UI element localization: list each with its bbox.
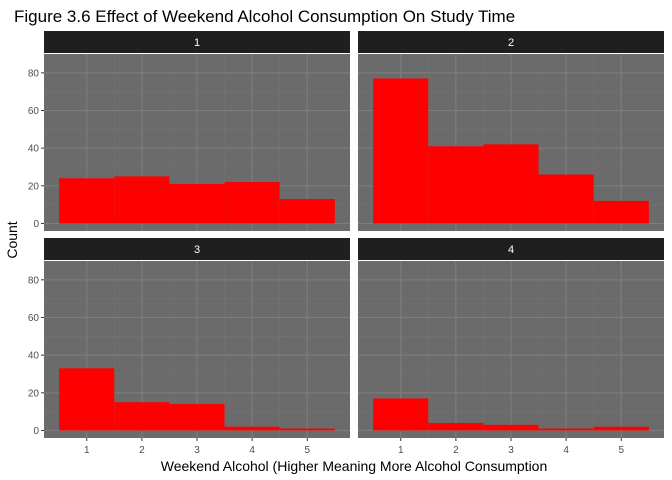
bar bbox=[538, 174, 594, 224]
x-tick-label: 3 bbox=[194, 445, 200, 456]
y-tick-label: 60 bbox=[28, 106, 40, 117]
facet-strip bbox=[358, 238, 664, 260]
y-tick-label: 0 bbox=[33, 426, 39, 437]
bar bbox=[538, 428, 594, 431]
bar bbox=[114, 176, 170, 224]
bar bbox=[428, 422, 484, 431]
x-tick-label: 4 bbox=[249, 445, 255, 456]
bar bbox=[224, 182, 280, 224]
x-tick-label: 2 bbox=[139, 445, 145, 456]
bar bbox=[428, 146, 484, 224]
facet-strip-label: 2 bbox=[508, 37, 514, 49]
facets-layer: 1 0 20 40 60 80 2 3 0 20 40 60 80 1 2 3 4 5 4 1 2 3 4 5 bbox=[28, 31, 664, 456]
x-tick-label: 4 bbox=[563, 445, 569, 456]
facet-strip-label: 3 bbox=[194, 244, 200, 256]
chart-title: Figure 3.6 Effect of Weekend Alcohol Con… bbox=[14, 7, 515, 26]
facet-strip-label: 4 bbox=[508, 244, 514, 256]
y-tick-label: 40 bbox=[28, 351, 40, 362]
bar bbox=[169, 404, 225, 431]
y-tick-label: 40 bbox=[28, 144, 40, 155]
facet-strip bbox=[44, 31, 350, 53]
x-axis-label: Weekend Alcohol (Higher Meaning More Alc… bbox=[161, 458, 548, 474]
bar bbox=[59, 368, 115, 431]
bar bbox=[483, 424, 539, 431]
facet-panel-4: 4 1 2 3 4 5 bbox=[358, 238, 664, 456]
y-tick-label: 80 bbox=[28, 275, 40, 286]
bar bbox=[373, 398, 429, 431]
bar bbox=[279, 198, 335, 224]
bar bbox=[224, 426, 280, 431]
x-tick-label: 2 bbox=[453, 445, 459, 456]
bar bbox=[114, 402, 170, 431]
bar bbox=[373, 78, 429, 224]
facet-strip-label: 1 bbox=[194, 37, 200, 49]
y-tick-label: 80 bbox=[28, 68, 40, 79]
x-tick-label: 3 bbox=[508, 445, 514, 456]
facet-panel-3: 3 0 20 40 60 80 1 2 3 4 5 bbox=[28, 238, 350, 456]
facet-strip bbox=[44, 238, 350, 260]
bar bbox=[279, 428, 335, 431]
bar bbox=[593, 426, 649, 431]
x-tick-label: 1 bbox=[398, 445, 404, 456]
y-tick-label: 0 bbox=[33, 219, 39, 230]
y-tick-label: 60 bbox=[28, 313, 40, 324]
facet-strip bbox=[358, 31, 664, 53]
y-axis-label: Count bbox=[4, 221, 20, 258]
bar bbox=[593, 200, 649, 224]
facet-panel-2: 2 bbox=[358, 31, 664, 231]
facet-panel-1: 1 0 20 40 60 80 bbox=[28, 31, 350, 231]
x-tick-label: 1 bbox=[84, 445, 90, 456]
y-tick-label: 20 bbox=[28, 181, 40, 192]
bar bbox=[169, 183, 225, 224]
bar bbox=[483, 144, 539, 224]
y-tick-label: 20 bbox=[28, 388, 40, 399]
x-tick-label: 5 bbox=[618, 445, 624, 456]
x-tick-label: 5 bbox=[304, 445, 310, 456]
bar bbox=[59, 178, 115, 224]
